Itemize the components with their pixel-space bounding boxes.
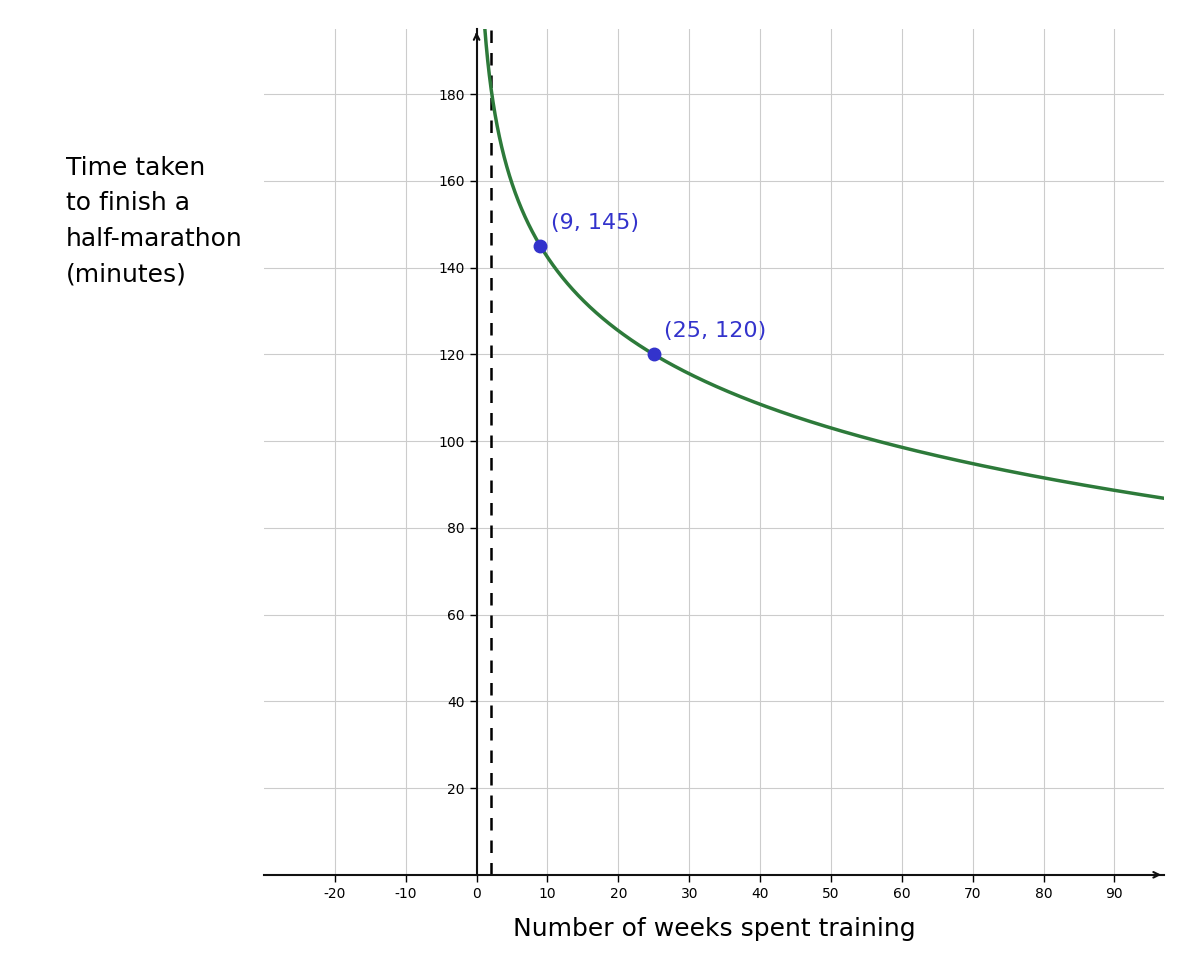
- Text: (9, 145): (9, 145): [551, 213, 640, 232]
- Text: (25, 120): (25, 120): [665, 321, 767, 341]
- X-axis label: Number of weeks spent training: Number of weeks spent training: [512, 918, 916, 941]
- Text: Time taken
to finish a
half-marathon
(minutes): Time taken to finish a half-marathon (mi…: [66, 156, 242, 286]
